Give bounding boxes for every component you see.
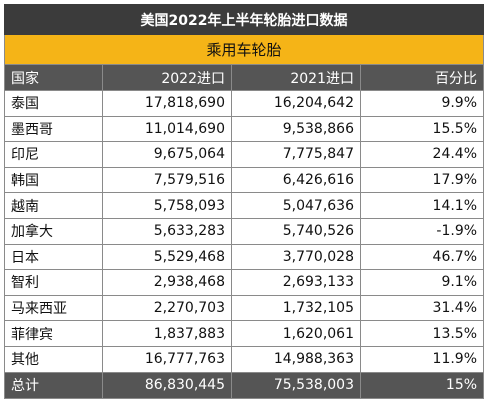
country-cell: 智利 (4, 269, 103, 296)
table-row: 越南 5,758,093 5,047,636 14.1% (4, 192, 485, 219)
imports-2021-cell: 9,538,866 (231, 115, 361, 143)
header-2022-imports: 2022进口 (102, 64, 232, 91)
tire-import-table: 美国2022年上半年轮胎进口数据 乘用车轮胎 国家 2022进口 2021进口 … (3, 4, 485, 399)
imports-2021-cell: 7,775,847 (231, 141, 361, 168)
imports-2022-cell: 11,014,690 (102, 115, 232, 143)
imports-2021-cell: 5,047,636 (231, 192, 361, 219)
percentage-cell: 24.4% (359, 141, 485, 168)
table-row: 墨西哥 11,014,690 9,538,866 15.5% (4, 115, 485, 143)
imports-2022-cell: 9,675,064 (102, 141, 232, 168)
percentage-cell: 31.4% (359, 294, 485, 322)
country-cell: 菲律宾 (4, 320, 103, 347)
header-2021-imports: 2021进口 (231, 64, 361, 91)
total-imports-2022-cell: 86,830,445 (102, 371, 232, 399)
table-row: 菲律宾 1,837,883 1,620,061 13.5% (4, 320, 485, 347)
percentage-cell: -1.9% (359, 217, 485, 245)
country-cell: 马来西亚 (4, 294, 103, 322)
table-row: 韩国 7,579,516 6,426,616 17.9% (4, 166, 485, 194)
import-table-container: 美国2022年上半年轮胎进口数据 乘用车轮胎 国家 2022进口 2021进口 … (3, 4, 485, 399)
imports-2021-cell: 1,732,105 (231, 294, 361, 322)
header-percentage: 百分比 (359, 64, 485, 91)
table-row: 泰国 17,818,690 16,204,642 9.9% (4, 90, 485, 117)
country-cell: 加拿大 (4, 217, 103, 245)
imports-2021-cell: 6,426,616 (231, 166, 361, 194)
table-row: 马来西亚 2,270,703 1,732,105 31.4% (4, 294, 485, 322)
table-subtitle: 乘用车轮胎 (3, 34, 485, 65)
imports-2021-cell: 2,693,133 (231, 269, 361, 296)
percentage-cell: 15.5% (359, 115, 485, 143)
imports-2021-cell: 14,988,363 (231, 345, 361, 373)
table-row: 印尼 9,675,064 7,775,847 24.4% (4, 141, 485, 168)
imports-2022-cell: 17,818,690 (102, 90, 232, 117)
table-row: 日本 5,529,468 3,770,028 46.7% (4, 243, 485, 271)
percentage-cell: 9.1% (359, 269, 485, 296)
table-title: 美国2022年上半年轮胎进口数据 (3, 4, 485, 35)
table-header-row: 国家 2022进口 2021进口 百分比 (4, 64, 485, 91)
country-cell: 墨西哥 (4, 115, 103, 143)
imports-2021-cell: 3,770,028 (231, 243, 361, 271)
percentage-cell: 9.9% (359, 90, 485, 117)
imports-2022-cell: 1,837,883 (102, 320, 232, 347)
imports-2022-cell: 7,579,516 (102, 166, 232, 194)
country-cell: 泰国 (4, 90, 103, 117)
percentage-cell: 11.9% (359, 345, 485, 373)
imports-2021-cell: 16,204,642 (231, 90, 361, 117)
table-subtitle-row: 乘用车轮胎 (3, 34, 485, 65)
total-imports-2021-cell: 75,538,003 (231, 371, 361, 399)
imports-2021-cell: 1,620,061 (231, 320, 361, 347)
percentage-cell: 17.9% (359, 166, 485, 194)
table-title-row: 美国2022年上半年轮胎进口数据 (3, 4, 485, 35)
table-row: 其他 16,777,763 14,988,363 11.9% (4, 345, 485, 373)
imports-2022-cell: 2,270,703 (102, 294, 232, 322)
imports-2022-cell: 16,777,763 (102, 345, 232, 373)
percentage-cell: 13.5% (359, 320, 485, 347)
country-cell: 印尼 (4, 141, 103, 168)
total-row: 总计 86,830,445 75,538,003 15% (4, 371, 485, 399)
country-cell: 韩国 (4, 166, 103, 194)
imports-2022-cell: 2,938,468 (102, 269, 232, 296)
imports-2021-cell: 5,740,526 (231, 217, 361, 245)
country-cell: 其他 (4, 345, 103, 373)
percentage-cell: 46.7% (359, 243, 485, 271)
percentage-cell: 14.1% (359, 192, 485, 219)
total-country-cell: 总计 (4, 371, 103, 399)
table-row: 加拿大 5,633,283 5,740,526 -1.9% (4, 217, 485, 245)
total-percentage-cell: 15% (359, 371, 485, 399)
table-row: 智利 2,938,468 2,693,133 9.1% (4, 269, 485, 296)
country-cell: 日本 (4, 243, 103, 271)
imports-2022-cell: 5,758,093 (102, 192, 232, 219)
imports-2022-cell: 5,529,468 (102, 243, 232, 271)
country-cell: 越南 (4, 192, 103, 219)
imports-2022-cell: 5,633,283 (102, 217, 232, 245)
header-country: 国家 (4, 64, 103, 91)
